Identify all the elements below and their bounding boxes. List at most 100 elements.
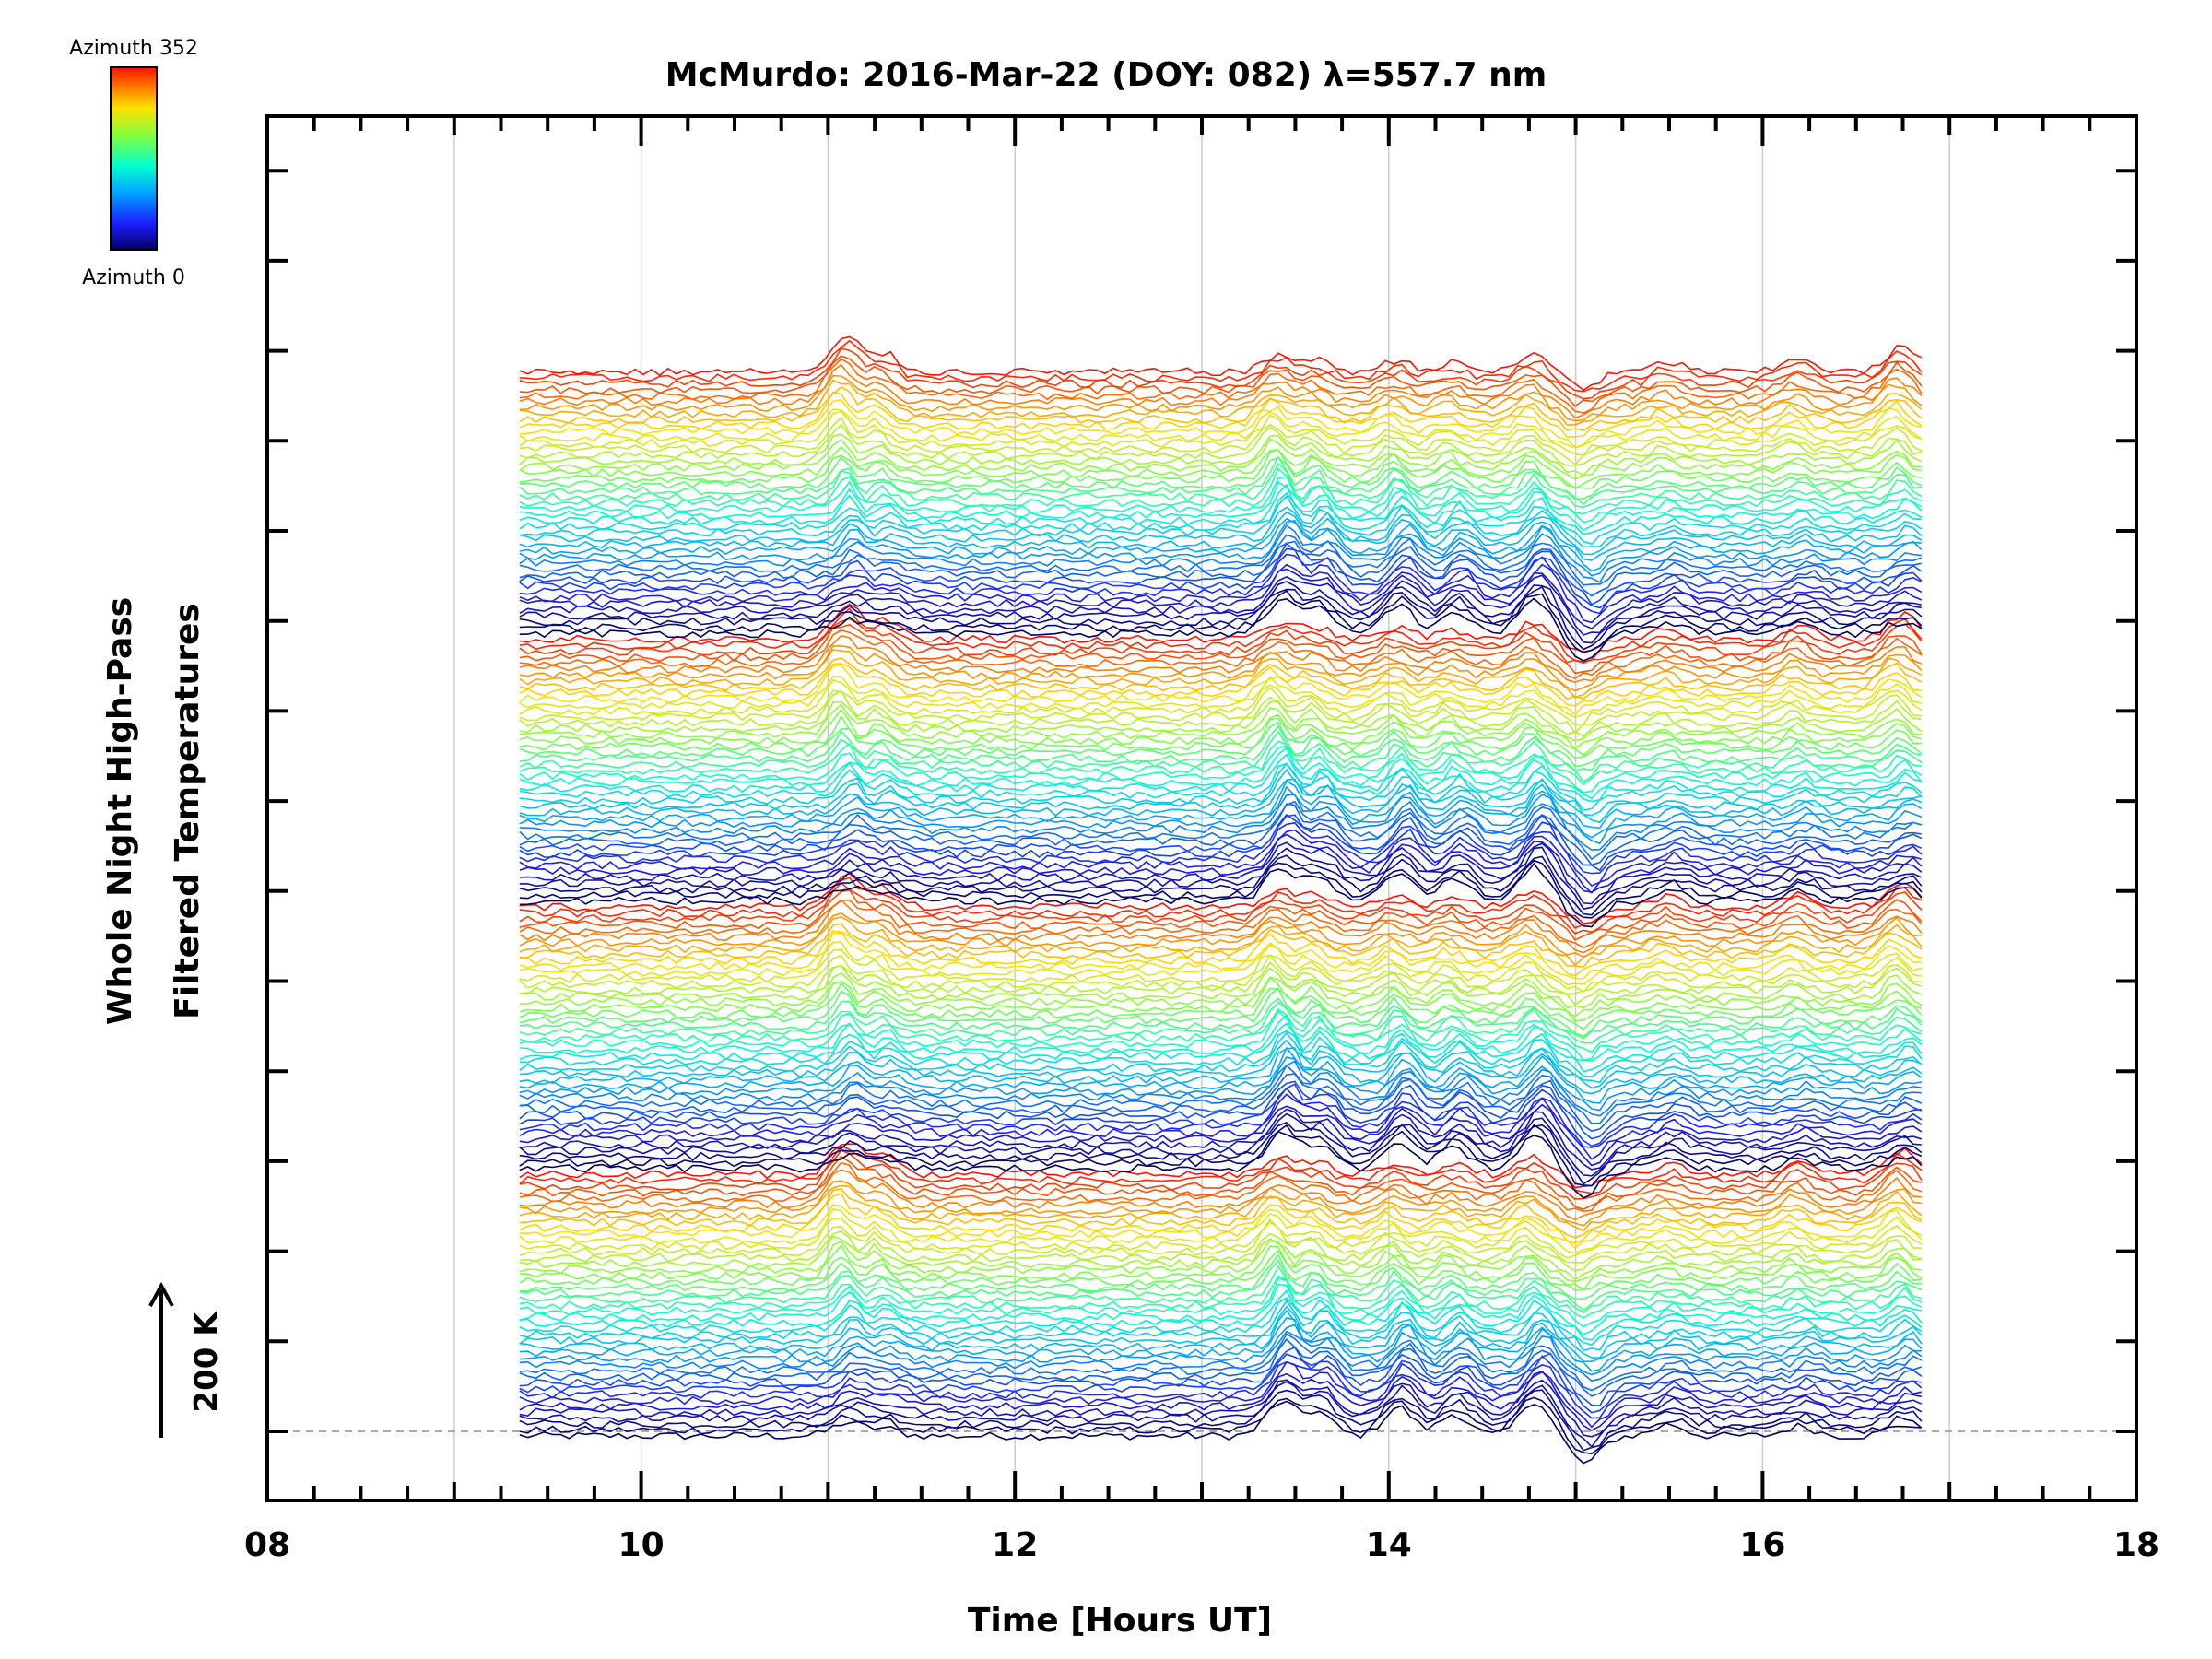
series-line [519,814,1923,875]
series-line [519,1289,1923,1341]
series-line [519,476,1923,524]
series-line [519,1253,1922,1300]
series-line [519,483,1923,535]
series-line [519,1309,1923,1362]
series-line [519,391,1923,438]
series-line [519,634,1923,684]
colorbar-legend: Azimuth 352 Azimuth 0 [69,37,198,289]
series-line [519,339,1923,393]
series-line [519,1379,1923,1438]
series-line [519,542,1923,606]
series-line [519,1014,1923,1062]
series-line [519,794,1923,851]
series-line [519,623,1923,675]
series-line [519,1031,1923,1084]
series-line [519,644,1923,692]
series-line [519,511,1923,561]
series-line [519,664,1923,716]
series-line [519,1087,1923,1148]
x-tick-label: 10 [618,1526,665,1564]
series-line [519,1007,1923,1053]
series-line [519,1143,1923,1189]
series-line [519,872,1923,924]
series-line [519,1207,1923,1254]
series-line [519,416,1923,465]
series-line [519,948,1922,994]
x-tick-label: 08 [244,1526,290,1564]
series-line [519,517,1922,572]
series-line [519,347,1923,400]
series-line [519,480,1923,532]
series-line [519,1333,1923,1392]
series-line [519,689,1922,737]
series-line [519,1080,1923,1140]
series-line [519,721,1923,768]
series-line [519,1056,1922,1112]
series-line [519,964,1923,1009]
series-line [519,997,1923,1040]
series-line [519,747,1923,800]
series-line [519,629,1923,679]
series-line [519,1305,1923,1359]
series-line [519,433,1923,477]
series-line [519,423,1923,466]
scale-bar: 200 K [148,1281,225,1438]
x-tick-labels: 08 10 12 14 16 18 [244,1526,2159,1564]
series-line [519,1396,1923,1455]
series-line [519,814,1923,872]
series-line [519,1184,1923,1232]
series-line [519,859,1923,919]
series-line [519,1169,1922,1220]
series-line [519,540,1922,597]
series-line [519,745,1923,794]
series-line [519,854,1923,916]
series-line [519,1060,1922,1117]
series-line [519,780,1923,839]
series-line [519,408,1923,449]
series-line [519,971,1923,1018]
series-line [519,768,1923,824]
series-line [519,585,1923,651]
series-line [519,899,1923,949]
series-line [519,1353,1922,1414]
series-line [519,1188,1923,1239]
series-line [519,800,1923,861]
series-line [519,1112,1922,1177]
x-tick-label: 18 [2113,1526,2159,1564]
series-line [519,899,1923,954]
series-line [519,846,1923,911]
series-line [519,358,1923,414]
series-line [519,662,1922,707]
series-line [519,448,1922,489]
series-line [519,1218,1923,1259]
series-line [519,1108,1923,1171]
series-line [519,590,1923,654]
series-line [519,724,1923,772]
scale-arrow-icon [148,1281,174,1307]
series-line [519,462,1923,509]
series-line [519,1083,1922,1147]
series-line [519,455,1923,500]
series-line [519,1240,1922,1283]
series-line [519,379,1923,426]
series-line [519,563,1923,624]
series-line [519,1297,1923,1346]
y-axis-label-line1: Whole Night High-Pass [101,597,139,1025]
series-line [519,1265,1922,1314]
series-line [519,1400,1922,1465]
series-line [519,363,1923,419]
colorbar-top-label: Azimuth 352 [69,37,198,60]
series-line [519,940,1923,986]
series-line [519,785,1923,845]
series-line [519,1249,1922,1291]
series-line [519,1161,1923,1213]
series-line [519,678,1923,725]
series-line [519,821,1923,887]
series-line [519,492,1922,546]
series-line [519,1155,1923,1210]
series-line [519,1046,1923,1104]
series-line [519,534,1923,586]
series-line [519,1277,1923,1328]
series-line [519,912,1922,959]
